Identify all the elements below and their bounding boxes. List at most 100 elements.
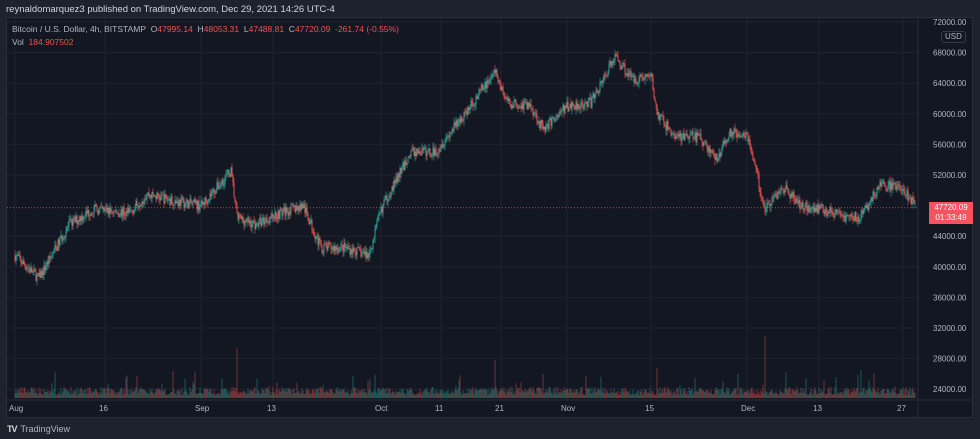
- candle-body: [503, 92, 505, 97]
- volume-bar: [349, 394, 351, 398]
- candle-body: [837, 211, 839, 213]
- candle-body: [333, 246, 335, 252]
- volume-bar: [457, 388, 459, 398]
- candle-body: [214, 193, 216, 195]
- candle-body: [256, 223, 258, 225]
- candle-body: [360, 250, 362, 257]
- tradingview-logo[interactable]: TV TradingView: [7, 424, 70, 434]
- candle-body: [569, 103, 571, 108]
- volume-bar: [387, 392, 389, 398]
- candle-body: [128, 207, 130, 212]
- candle-body: [335, 246, 337, 250]
- volume-bar: [648, 393, 650, 398]
- volume-bar: [913, 392, 915, 398]
- volume-bar: [870, 390, 872, 398]
- candle-body: [520, 106, 522, 110]
- volume-bar: [121, 387, 123, 398]
- volume-bar: [281, 387, 283, 398]
- volume-bar: [302, 390, 304, 398]
- candle-body: [779, 192, 781, 194]
- candle-body: [273, 217, 275, 219]
- volume-bar: [268, 385, 270, 398]
- candle-body: [175, 200, 177, 203]
- volume-bar: [693, 391, 695, 398]
- candle-body: [396, 176, 398, 183]
- volume-bar: [632, 389, 634, 398]
- volume-bar: [309, 393, 311, 398]
- volume-bar: [907, 390, 909, 398]
- volume-bar: [242, 391, 244, 398]
- volume-bar: [626, 391, 628, 398]
- volume-bar: [342, 389, 344, 398]
- candle-body: [51, 254, 53, 258]
- volume-bar: [188, 394, 190, 398]
- volume-bar: [531, 391, 533, 398]
- candle-body: [265, 218, 267, 222]
- volume-bar: [488, 388, 490, 398]
- candle-body: [257, 223, 259, 226]
- volume-bar: [715, 387, 717, 398]
- volume-bar: [602, 387, 604, 398]
- volume-bar: [595, 391, 597, 398]
- volume-bar: [681, 394, 683, 398]
- volume-bar: [17, 389, 19, 398]
- volume-bar: [117, 391, 119, 398]
- candle-body: [238, 214, 240, 220]
- volume-bar: [666, 390, 668, 398]
- candle-body: [559, 111, 561, 115]
- price-tick-label: 44000.00: [933, 232, 967, 241]
- candle-body: [186, 199, 188, 203]
- volume-bar: [710, 389, 712, 398]
- candle-body: [311, 220, 313, 231]
- candle-body: [597, 91, 599, 94]
- volume-bar: [788, 387, 790, 398]
- volume-bar: [740, 389, 742, 398]
- volume-bar: [743, 390, 745, 398]
- volume-bar: [81, 389, 83, 398]
- candle-body: [599, 82, 601, 92]
- volume-bar: [581, 387, 583, 398]
- volume-bar: [517, 387, 519, 398]
- volume-bar: [376, 393, 378, 398]
- candle-body: [746, 132, 748, 133]
- volume-bar: [766, 392, 768, 398]
- candle-body: [675, 136, 677, 139]
- candle-body: [362, 252, 364, 253]
- candle-body: [169, 198, 171, 205]
- currency-button[interactable]: USD: [941, 31, 966, 43]
- volume-bar: [357, 393, 359, 398]
- candle-body: [467, 107, 469, 115]
- candle-body: [103, 207, 105, 212]
- volume-bar: [607, 391, 609, 398]
- volume-bar: [797, 390, 799, 398]
- candle-body: [393, 180, 395, 191]
- volume-bar: [730, 393, 732, 398]
- candle-body: [644, 74, 646, 81]
- candle-body: [142, 201, 144, 204]
- candle-body: [592, 93, 594, 98]
- candle-body: [351, 249, 353, 254]
- candle-body: [380, 206, 382, 213]
- chart-panel[interactable]: [6, 17, 973, 418]
- volume-bar: [383, 389, 385, 398]
- volume-bar: [218, 393, 220, 398]
- volume-bar: [634, 392, 636, 398]
- candle-body: [371, 248, 373, 250]
- volume-bar: [467, 388, 469, 398]
- time-tick-label: 15: [645, 404, 654, 413]
- volume-bar: [638, 394, 640, 398]
- candle-body: [859, 219, 861, 221]
- volume-bar: [433, 393, 435, 398]
- volume-bar: [396, 391, 398, 398]
- candle-body: [594, 93, 596, 99]
- candle-body: [726, 139, 728, 143]
- candle-body: [236, 205, 238, 212]
- candle-body: [56, 246, 58, 251]
- symbol-title[interactable]: Bitcoin / U.S. Dollar, 4h, BITSTAMP: [12, 24, 146, 34]
- candle-body: [578, 104, 580, 108]
- candle-body: [708, 146, 710, 152]
- volume-bar: [153, 394, 155, 398]
- candle-body: [33, 268, 35, 272]
- volume-bar: [96, 391, 98, 398]
